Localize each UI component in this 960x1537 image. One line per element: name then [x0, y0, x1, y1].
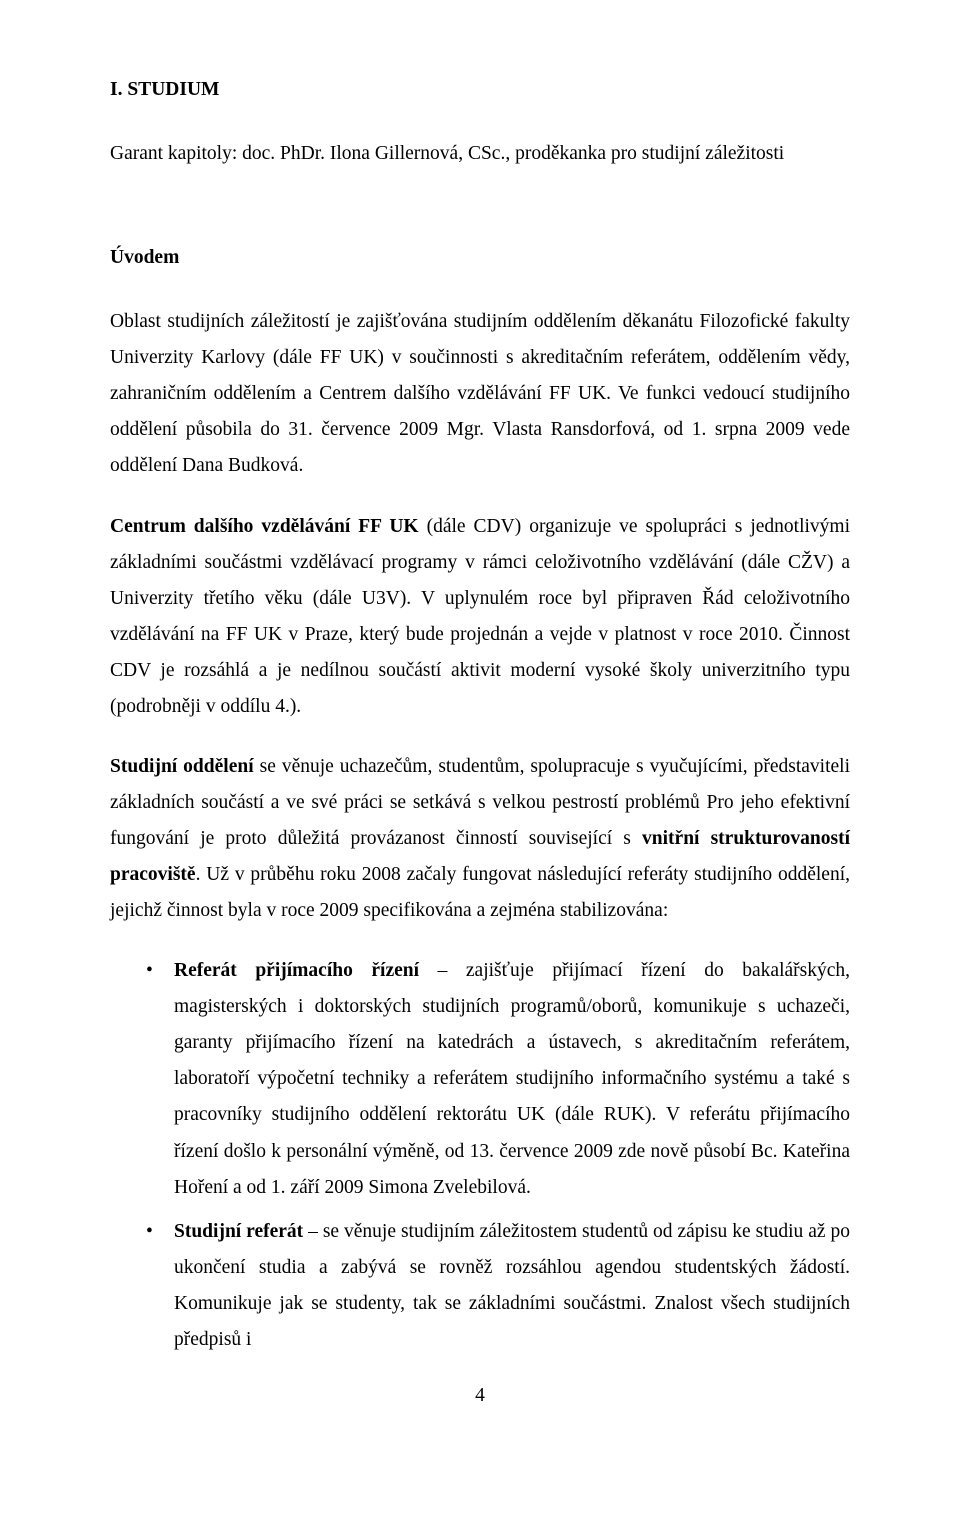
paragraph-3: Studijní oddělení se věnuje uchazečům, s… [110, 749, 850, 929]
list-item: Referát přijímacího řízení – zajišťuje p… [146, 953, 850, 1205]
bullet-list: Referát přijímacího řízení – zajišťuje p… [110, 953, 850, 1358]
li2-bold: Studijní referát [174, 1221, 303, 1242]
section-heading: I. STUDIUM [110, 72, 850, 108]
page-number: 4 [110, 1378, 850, 1414]
p3-rest: . Už v průběhu roku 2008 začaly fungovat… [110, 864, 850, 921]
li1-bold: Referát přijímacího řízení [174, 960, 419, 981]
li1-rest: – zajišťuje přijímací řízení do bakalářs… [174, 960, 850, 1197]
paragraph-1: Oblast studijních záležitostí je zajišťo… [110, 304, 850, 484]
paragraph-2: Centrum dalšího vzdělávání FF UK (dále C… [110, 509, 850, 725]
chapter-guarantor: Garant kapitoly: doc. PhDr. Ilona Giller… [110, 136, 850, 172]
document-page: I. STUDIUM Garant kapitoly: doc. PhDr. I… [0, 0, 960, 1537]
list-item: Studijní referát – se věnuje studijním z… [146, 1214, 850, 1358]
p2-rest: (dále CDV) organizuje ve spolupráci s je… [110, 516, 850, 717]
p2-bold: Centrum dalšího vzdělávání FF UK [110, 516, 419, 537]
subheading-uvodem: Úvodem [110, 240, 850, 276]
p3-bold: Studijní oddělení [110, 756, 254, 777]
